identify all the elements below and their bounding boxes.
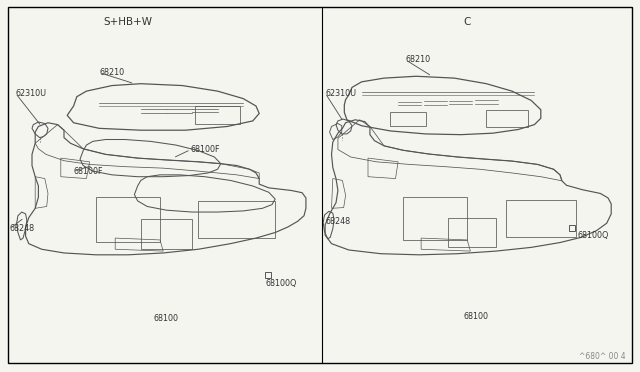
Bar bbox=[141, 219, 192, 249]
Text: 68100F: 68100F bbox=[191, 145, 220, 154]
Bar bbox=[390, 112, 426, 126]
Text: 68210: 68210 bbox=[99, 68, 124, 77]
Text: 68100F: 68100F bbox=[74, 167, 103, 176]
Bar bbox=[198, 201, 275, 238]
Bar bbox=[195, 106, 240, 124]
Text: 68248: 68248 bbox=[10, 224, 35, 233]
Bar bbox=[448, 218, 496, 247]
Bar bbox=[96, 197, 160, 242]
Text: ^680^ 00 4: ^680^ 00 4 bbox=[579, 352, 626, 361]
Text: 68100: 68100 bbox=[464, 312, 489, 321]
Text: 68100: 68100 bbox=[154, 314, 179, 323]
Text: S+HB+W: S+HB+W bbox=[104, 17, 152, 27]
Bar bbox=[403, 197, 467, 240]
Text: C: C bbox=[463, 17, 471, 27]
Text: 68100Q: 68100Q bbox=[577, 231, 609, 240]
Text: 68210: 68210 bbox=[405, 55, 430, 64]
Bar bbox=[486, 110, 528, 127]
Text: 68100Q: 68100Q bbox=[266, 279, 297, 288]
Bar bbox=[506, 200, 576, 237]
Text: 62310U: 62310U bbox=[325, 89, 356, 97]
Text: 62310U: 62310U bbox=[15, 89, 47, 97]
Text: 68248: 68248 bbox=[325, 217, 350, 226]
